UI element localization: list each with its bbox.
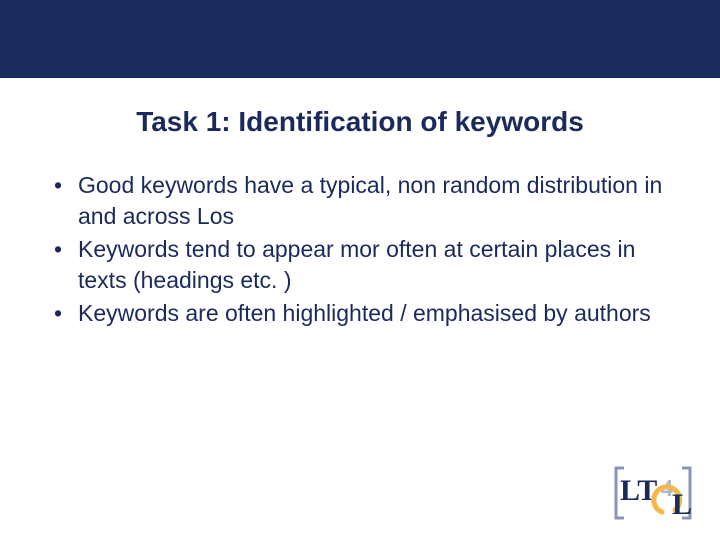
- bullet-text: Keywords are often highlighted / emphasi…: [78, 300, 651, 326]
- list-item: Keywords are often highlighted / emphasi…: [48, 298, 672, 329]
- slide-title: Task 1: Identification of keywords: [0, 106, 720, 138]
- list-item: Keywords tend to appear mor often at cer…: [48, 234, 672, 296]
- bullet-text: Keywords tend to appear mor often at cer…: [78, 236, 635, 293]
- bullet-text: Good keywords have a typical, non random…: [78, 172, 662, 229]
- content-area: Good keywords have a typical, non random…: [0, 170, 720, 329]
- header-bar: [0, 0, 720, 78]
- bullet-list: Good keywords have a typical, non random…: [48, 170, 672, 329]
- list-item: Good keywords have a typical, non random…: [48, 170, 672, 232]
- logo-l-text: L: [672, 488, 692, 521]
- lt4l-logo: LT 4 L: [614, 464, 692, 522]
